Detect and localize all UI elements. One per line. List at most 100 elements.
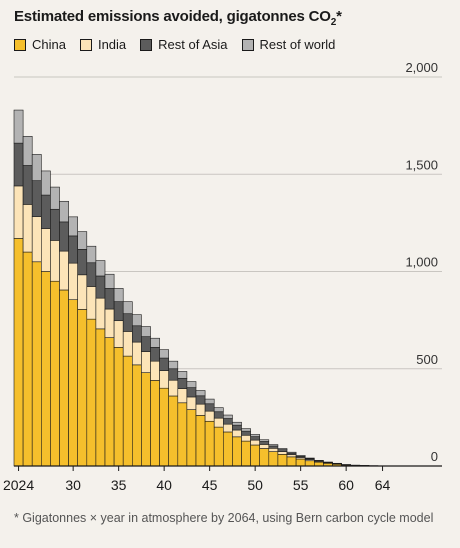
bar-segment	[150, 380, 160, 467]
bar-segment	[132, 325, 142, 343]
legend-swatch-rest-of-asia	[140, 38, 153, 51]
bar-segment	[241, 428, 251, 432]
bar-segment	[95, 260, 106, 277]
legend: China India Rest of Asia Rest of world	[14, 37, 335, 52]
bar-segment	[268, 445, 279, 449]
bar-segment	[122, 301, 133, 315]
bar-segment	[104, 308, 115, 338]
bar-segment	[195, 390, 206, 397]
bar-segment	[286, 454, 297, 458]
bar-segment	[159, 387, 170, 467]
bar-segment	[241, 440, 251, 467]
chart-title: Estimated emissions avoided, gigatonnes …	[14, 8, 342, 28]
bar-segment	[195, 415, 206, 467]
bar-segment	[250, 439, 261, 446]
y-tick-label: 1,000	[405, 255, 438, 270]
bar-segment	[304, 457, 315, 459]
bar-segment	[22, 251, 33, 467]
bar-segment	[13, 238, 24, 467]
bar-segment	[168, 360, 179, 370]
bar-segment	[304, 460, 315, 467]
bar-segment	[159, 349, 170, 359]
bar-segment	[122, 313, 133, 332]
bar-segment	[113, 320, 124, 348]
bar-segment	[86, 262, 97, 287]
x-tick-label: 45	[202, 477, 218, 493]
bar-segment	[77, 274, 88, 310]
bar-segment	[277, 451, 288, 455]
legend-label-india: India	[97, 37, 127, 52]
bar-segment	[122, 355, 133, 467]
bar-segment	[259, 448, 270, 467]
bar-segment	[204, 403, 215, 412]
y-tick-label: 500	[416, 352, 438, 367]
bar-segment	[186, 409, 197, 467]
bar-segment	[168, 379, 179, 397]
bar-segment	[68, 299, 78, 467]
bar-segment	[40, 228, 51, 272]
bar-segment	[13, 142, 24, 187]
bar-segment	[295, 455, 306, 457]
bar-segment	[104, 273, 115, 289]
bar-segment	[259, 444, 270, 449]
bar-segment	[13, 185, 24, 239]
bar-segment	[113, 288, 124, 302]
bar-segment	[223, 431, 233, 467]
bar-segment	[77, 249, 88, 276]
bar-segment	[150, 347, 160, 362]
bar-segment	[286, 451, 297, 454]
y-tick-label: 2,000	[405, 60, 438, 75]
bar-segment	[204, 410, 215, 422]
bar-segment	[177, 371, 188, 379]
bar-segment	[31, 216, 42, 263]
bar-segment	[150, 337, 160, 348]
bar-segment	[40, 170, 51, 196]
bar-segment	[104, 337, 115, 467]
bar-segment	[159, 370, 170, 389]
bar-segment	[86, 318, 97, 467]
x-tick-label: 30	[65, 477, 81, 493]
bar-segment	[168, 395, 179, 467]
bar-segment	[213, 417, 224, 428]
bar-segment	[141, 351, 151, 373]
x-tick-label: 55	[293, 477, 309, 493]
bar-segment	[68, 235, 78, 264]
bar-segment	[195, 403, 206, 416]
bar-segment	[59, 200, 69, 223]
bar-segment	[132, 314, 142, 327]
bar-segment	[95, 297, 106, 330]
bar-segment	[204, 420, 215, 467]
legend-swatch-china	[14, 38, 26, 51]
bar-segment	[177, 377, 188, 389]
bar-segment	[13, 109, 24, 144]
x-tick-label: 60	[338, 477, 354, 493]
bar-segment	[132, 364, 142, 467]
bar-segment	[250, 444, 261, 467]
bar-segment	[268, 451, 279, 467]
stacked-bar-chart: 0 500 1,000 1,500 2,000 2024 30 35 40 45 50 55 60 64	[3, 60, 442, 493]
bar-segment	[150, 360, 160, 381]
bar-segment	[77, 231, 88, 250]
bar-segment	[268, 448, 279, 452]
bar-segment	[232, 436, 242, 467]
x-tick-label: 50	[247, 477, 263, 493]
bar-segment	[141, 326, 151, 337]
bar-segment	[50, 208, 60, 241]
bar-segment	[223, 418, 233, 425]
bar-segment	[31, 154, 42, 181]
bar-segment	[259, 441, 270, 445]
bar-segment	[50, 280, 60, 467]
bar-segment	[277, 454, 288, 467]
bar-segment	[213, 411, 224, 419]
bar-segment	[113, 347, 124, 467]
bar-segment	[223, 414, 233, 419]
bar-segment	[40, 194, 51, 229]
bar-segment	[213, 407, 224, 413]
bar-segment	[250, 434, 261, 437]
bar-segment	[295, 458, 306, 467]
bar-segment	[59, 289, 69, 467]
bar-segment	[168, 368, 179, 381]
bar-segment	[159, 357, 170, 371]
title-subscript: 2	[330, 17, 337, 28]
legend-swatch-india	[79, 38, 92, 51]
